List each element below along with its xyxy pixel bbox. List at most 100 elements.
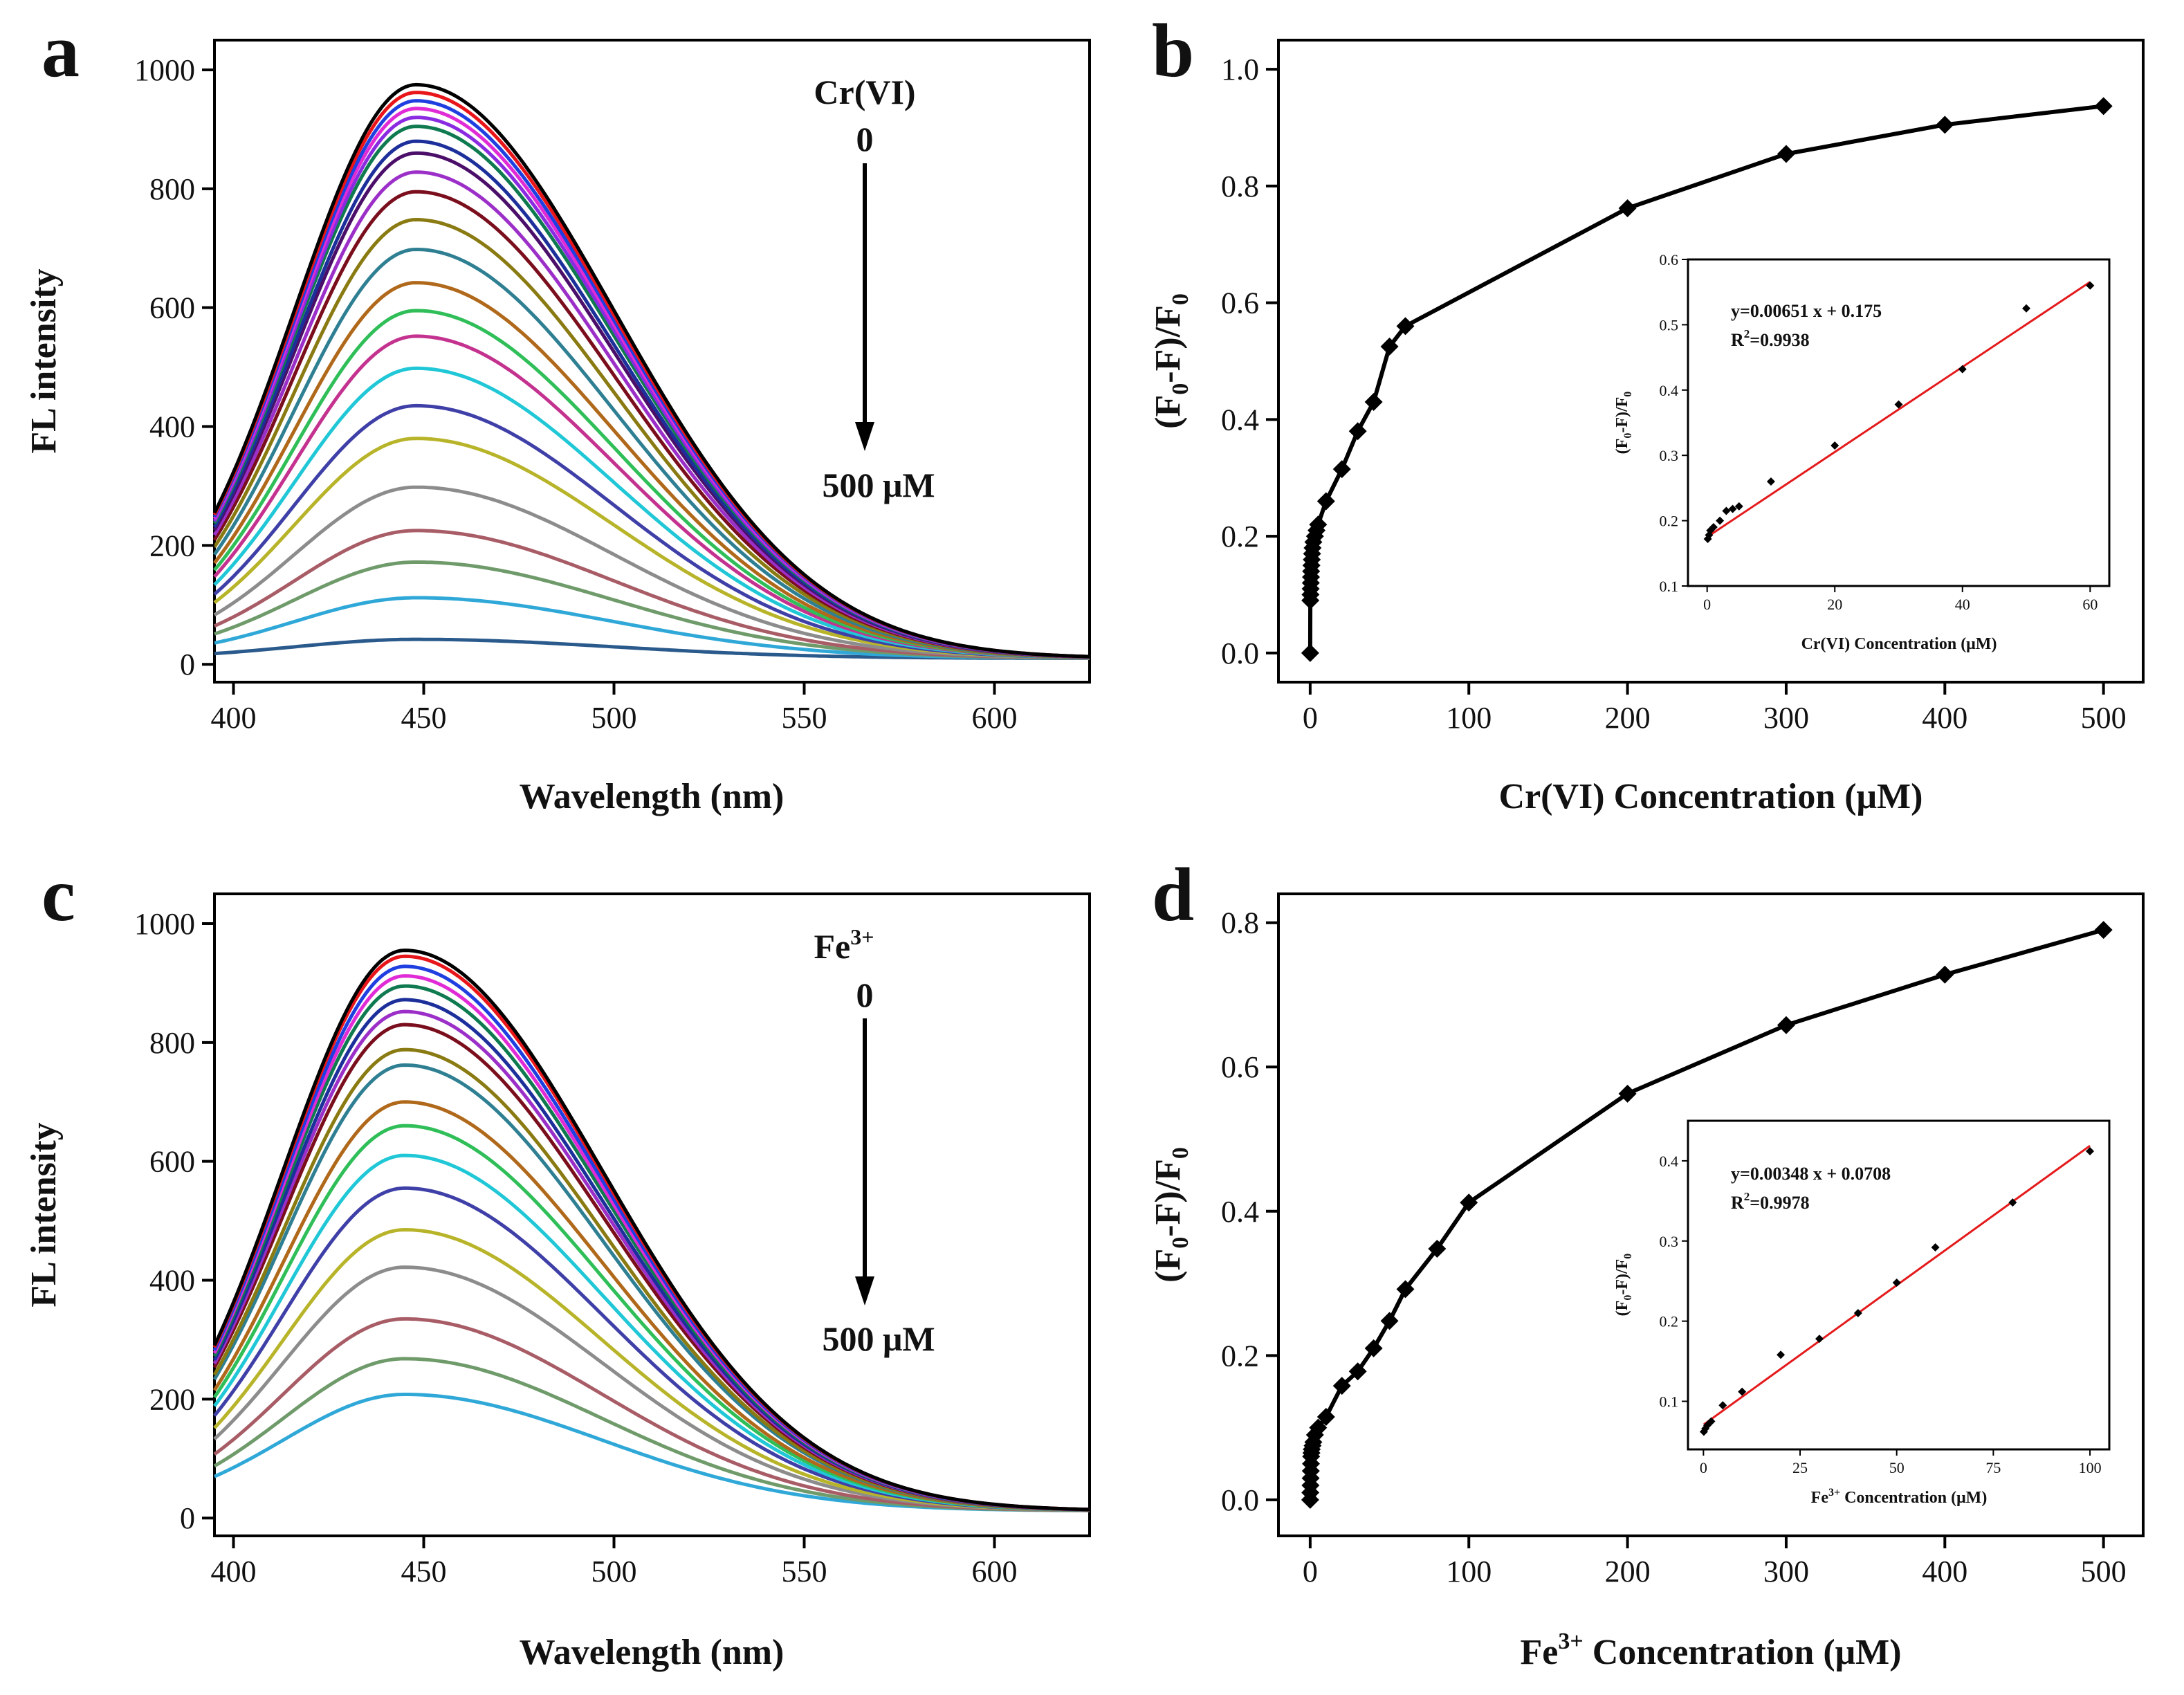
panel-d-inset-equation: y=0.00348 x + 0.0708	[1731, 1164, 1891, 1184]
panel-c-y-tick-label: 200	[149, 1382, 195, 1416]
panel-a-x-tick-label: 600	[972, 701, 1018, 735]
panel-c-spectrum-2	[212, 954, 1090, 1512]
panel-d-data-point	[1936, 965, 1954, 984]
panel-b-x-tick-label: 400	[1922, 701, 1967, 735]
panel-di-data-point	[1777, 1350, 1786, 1359]
panel-di-data-point	[1892, 1279, 1901, 1288]
panel-a-x-tick-label: 550	[782, 701, 827, 735]
panel-a-curves	[212, 82, 1090, 660]
panel-b-x-tick-label: 100	[1446, 701, 1492, 735]
panel-a-y-tick-label: 600	[149, 291, 195, 325]
panel-b-data-point	[2094, 97, 2113, 116]
panel-d-data-point	[1396, 1280, 1415, 1299]
panel-di-data-point	[1707, 1417, 1716, 1426]
panel-c: 400 450 500 550 600 0 200 400 600 800 1000 Wavele…	[24, 892, 1091, 1672]
panel-d-inset-x-ticks: 0 25 50 75 100	[1700, 1449, 2102, 1476]
panel-b-data-point	[1364, 393, 1383, 412]
panel-label-c: c	[42, 852, 75, 937]
panel-c-y-ticks: 0 200 400 600 800 1000	[134, 907, 214, 1535]
panel-b-y-tick-label: 0.0	[1221, 636, 1259, 670]
panel-b-inset: 0 20 40 60 0.1 0.2 0.3 0.4 0.5 0.6 y=0.00651 x +…	[1613, 251, 2111, 653]
panel-a-y-tick-label: 0	[180, 648, 195, 681]
panel-b-data-point	[1332, 460, 1351, 479]
panel-d-inset-x-label: Fe3+ Concentration (μM)	[1811, 1487, 1988, 1507]
panel-a-spectrum-13	[213, 281, 1090, 659]
panel-a-annotation-end: 500 μM	[822, 466, 935, 504]
panel-c-spectrum-16	[213, 1265, 1090, 1512]
panel-b-inset-frame	[1687, 258, 2111, 587]
panel-bi-y-tick-label: 0.2	[1660, 513, 1679, 530]
panel-bi-data-point	[1894, 400, 1903, 409]
panel-d-x-tick-label: 400	[1922, 1555, 1967, 1588]
panel-d-y-ticks: 0.0 0.2 0.4 0.6 0.8	[1221, 906, 1278, 1517]
panel-d-frame	[1277, 892, 2145, 1537]
panel-b: 0 100 200 300 400 500 0.00.20.40.60.81.0 Cr(V…	[1148, 39, 2145, 816]
panel-b-data-point	[1618, 199, 1637, 217]
panel-b-x-ticks: 0 100 200 300 400 500	[1303, 682, 2127, 735]
panel-di-data-point	[1931, 1243, 1940, 1252]
panel-a-spectrum-1	[212, 82, 1090, 659]
panel-di-data-point	[2008, 1198, 2017, 1207]
panel-b-data-point	[1380, 337, 1399, 356]
panel-b-y-tick-label: 0.8	[1221, 170, 1259, 203]
panel-di-y-tick-label: 0.1	[1660, 1393, 1679, 1410]
panel-c-y-tick-label: 600	[149, 1145, 195, 1179]
panel-d-data-point	[1618, 1084, 1637, 1103]
panel-a-y-tick-label: 400	[149, 410, 195, 444]
panel-c-x-tick-label: 400	[211, 1555, 257, 1588]
panel-d-x-tick-label: 0	[1303, 1555, 1318, 1588]
panel-d-data-point	[2094, 921, 2113, 940]
panel-bi-data-point	[1709, 523, 1718, 532]
panel-c-spectrum-1	[212, 949, 1090, 1512]
panel-di-data-point	[2086, 1147, 2095, 1156]
panel-a-y-tick-label: 1000	[134, 53, 195, 87]
panel-c-x-tick-label: 450	[401, 1555, 447, 1588]
panel-b-y-tick-label: 0.6	[1221, 286, 1259, 320]
panel-a-x-tick-label: 400	[211, 701, 257, 735]
panel-b-x-tick-label: 200	[1605, 701, 1651, 735]
panel-a-x-label: Wavelength (nm)	[520, 777, 784, 816]
panel-bi-y-tick-label: 0.3	[1660, 447, 1679, 464]
panel-di-y-tick-label: 0.4	[1660, 1153, 1679, 1170]
panel-di-x-tick-label: 75	[1985, 1459, 2001, 1476]
panel-bi-x-tick-label: 0	[1703, 596, 1711, 613]
panel-bi-fit-line	[1707, 281, 2091, 538]
panel-b-y-tick-label: 0.2	[1221, 520, 1259, 553]
panel-b-data-point	[1316, 492, 1335, 511]
panel-d-inset-y-ticks: 0.1 0.2 0.3 0.4	[1660, 1153, 1688, 1410]
panel-c-y-tick-label: 1000	[134, 907, 195, 941]
panel-bi-data-point	[2086, 281, 2095, 290]
panel-b-inset-points	[1703, 281, 2095, 544]
panel-d-data-point	[1460, 1193, 1478, 1212]
panel-di-y-tick-label: 0.2	[1660, 1313, 1679, 1330]
panel-a-x-ticks: 400 450 500 550 600	[211, 682, 1018, 735]
panel-bi-data-point	[1734, 502, 1743, 511]
panel-c-annotation-end: 500 μM	[822, 1319, 935, 1358]
panel-b-frame	[1277, 39, 2145, 684]
panel-c-spectrum-3	[212, 964, 1090, 1512]
panel-a-x-tick-label: 500	[591, 701, 637, 735]
panel-d-inset-r2: R2=0.9978	[1731, 1190, 1810, 1213]
panel-b-y-tick-label: 1.0	[1221, 53, 1259, 86]
panel-bi-y-tick-label: 0.4	[1660, 382, 1679, 399]
panel-bi-data-point	[1830, 441, 1839, 450]
panel-di-x-tick-label: 0	[1700, 1459, 1707, 1476]
panel-label-b: b	[1152, 8, 1194, 93]
panel-bi-data-point	[1716, 516, 1725, 525]
panel-d-data-point	[1316, 1407, 1335, 1426]
panel-c-y-tick-label: 400	[149, 1264, 195, 1298]
panel-b-data-point	[1348, 422, 1367, 441]
panel-c-annotation-ion: Fe3+	[814, 924, 874, 966]
panel-a-y-tick-label: 800	[149, 172, 195, 206]
panel-d-data-point	[1777, 1016, 1795, 1034]
panel-a-spectrum-10	[212, 190, 1090, 659]
panel-a-spectrum-11	[212, 217, 1090, 659]
panel-d-x-tick-label: 200	[1605, 1555, 1651, 1588]
panel-b-y-ticks: 0.0 0.2 0.4 0.6 0.8 1.0	[1221, 53, 1278, 670]
panel-c-x-ticks: 400 450 500 550 600	[211, 1536, 1018, 1588]
panel-di-data-point	[1738, 1387, 1747, 1396]
panel-d-inset-y-label: (F0-F)/F0	[1613, 1254, 1634, 1317]
panel-c-curves	[212, 949, 1090, 1512]
panel-bi-x-tick-label: 40	[1955, 596, 1970, 613]
panel-c-spectrum-19	[214, 1393, 1090, 1512]
